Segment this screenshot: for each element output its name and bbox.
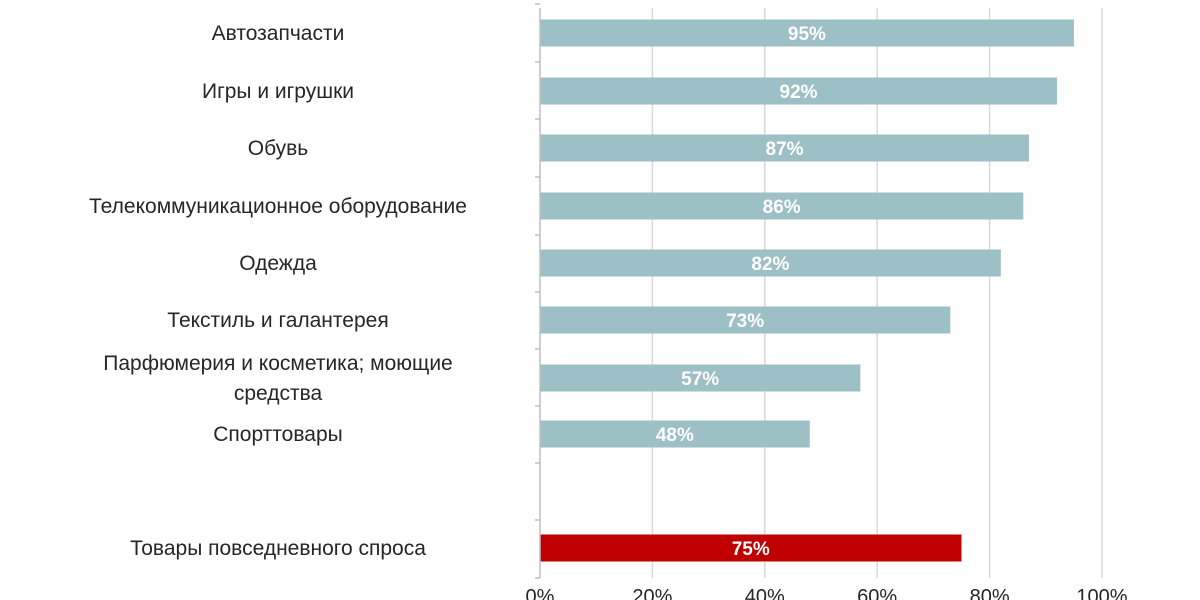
- category-label-line: средства: [234, 382, 323, 405]
- tick-label-100: 100%: [1076, 586, 1127, 600]
- tick-label-0: 0%: [526, 586, 555, 600]
- tick-label-60: 60%: [857, 586, 897, 600]
- category-labels: Автозапчасти Игры и игрушки Обувь Телекомму…: [89, 22, 467, 560]
- tick-label-40: 40%: [745, 586, 785, 600]
- tick-label-80: 80%: [970, 586, 1010, 600]
- category-label-line: Автозапчасти: [212, 22, 345, 45]
- value-label-6: 57%: [681, 369, 719, 390]
- bar-3: [540, 192, 1024, 220]
- bar-1: [540, 77, 1058, 105]
- value-label-5: 73%: [726, 311, 764, 332]
- value-label-3: 86%: [763, 197, 801, 218]
- value-label-8: 75%: [732, 539, 770, 560]
- category-label-2: Обувь: [248, 137, 309, 160]
- category-label-line: Телекоммуникационное оборудование: [89, 195, 467, 218]
- category-label-line: Товары повседневного спроса: [130, 537, 426, 560]
- category-label-7: Спорттовары: [213, 423, 343, 446]
- category-label-line: Текстиль и галантерея: [167, 309, 388, 332]
- category-label-line: Обувь: [248, 137, 309, 160]
- value-label-0: 95%: [788, 24, 826, 45]
- value-label-7: 48%: [656, 425, 694, 446]
- bar-2: [540, 134, 1029, 162]
- category-label-3: Телекоммуникационное оборудование: [89, 195, 467, 218]
- category-label-line: Спорттовары: [213, 423, 343, 446]
- bars: [540, 19, 1074, 562]
- bar-0: [540, 19, 1074, 47]
- category-label-5: Текстиль и галантерея: [167, 309, 388, 332]
- category-label-0: Автозапчасти: [212, 22, 345, 45]
- category-label-4: Одежда: [239, 252, 317, 275]
- category-label-line: Парфюмерия и косметика; моющие: [103, 352, 452, 375]
- category-label-line: Игры и игрушки: [202, 80, 354, 103]
- value-label-1: 92%: [780, 82, 818, 103]
- category-label-line: Одежда: [239, 252, 317, 275]
- value-label-2: 87%: [765, 139, 803, 160]
- bar-8: [540, 534, 962, 562]
- bar-7: [540, 420, 810, 448]
- tick-label-20: 20%: [632, 586, 672, 600]
- bar-4: [540, 249, 1001, 277]
- value-label-4: 82%: [751, 254, 789, 275]
- category-label-1: Игры и игрушки: [202, 80, 354, 103]
- tick-labels: 0% 20% 40% 60% 80% 100%: [526, 586, 1128, 600]
- category-label-6: Парфюмерия и косметика; моющие средства: [103, 352, 452, 405]
- axis: [535, 3, 541, 579]
- value-labels: 95% 92% 87% 86% 82% 73% 57% 48% 75%: [656, 24, 826, 560]
- bar-5: [540, 306, 951, 334]
- bar-6: [540, 364, 861, 392]
- category-label-8: Товары повседневного спроса: [130, 537, 426, 560]
